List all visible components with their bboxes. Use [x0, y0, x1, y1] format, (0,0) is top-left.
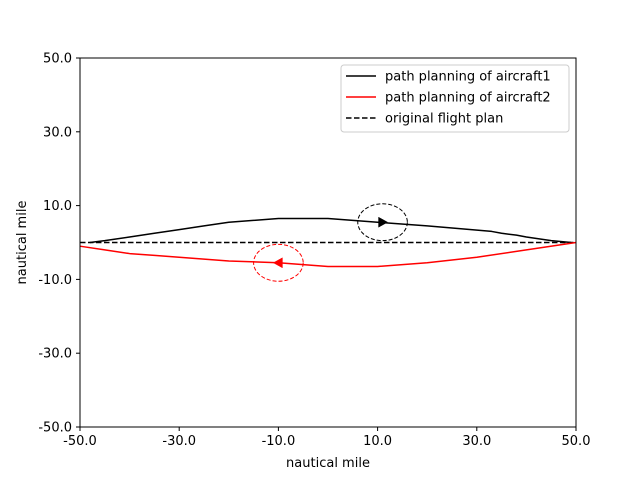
conflict-circle-1 [357, 203, 408, 242]
y-axis: -50.0 -30.0 -10.0 10.0 30.0 50.0 [38, 52, 80, 436]
y-tick-label: -30.0 [38, 347, 72, 362]
y-axis-label: nautical mile [15, 201, 30, 285]
x-tick-label: -10.0 [262, 434, 296, 449]
y-tick-label: -10.0 [38, 273, 72, 288]
x-tick-label: 30.0 [462, 434, 491, 449]
y-tick-label: 30.0 [43, 125, 72, 140]
legend-label-original-plan: original flight plan [385, 112, 503, 127]
y-tick-label: 10.0 [43, 199, 72, 214]
x-axis-label: nautical mile [286, 456, 370, 471]
series-line-2 [79, 241, 577, 268]
axes-frame [79, 57, 577, 428]
plot-area [79, 203, 577, 282]
x-tick-label: 50.0 [562, 434, 591, 449]
series-line-1 [89, 217, 572, 244]
y-tick-label: 50.0 [43, 52, 72, 67]
legend: path planning of aircraft1 path planning… [340, 64, 570, 133]
x-tick-label: -50.0 [63, 434, 97, 449]
x-tick-label: 10.0 [363, 434, 392, 449]
x-axis: -50.0 -30.0 -10.0 10.0 30.0 50.0 [63, 427, 590, 449]
legend-label-aircraft1: path planning of aircraft1 [385, 70, 551, 85]
direction-arrow-4 [272, 257, 283, 269]
direction-arrow-3 [378, 216, 389, 228]
conflict-circle-2 [253, 243, 304, 282]
legend-label-aircraft2: path planning of aircraft2 [385, 91, 551, 106]
legend-box [340, 64, 570, 133]
x-tick-label: -30.0 [162, 434, 196, 449]
y-tick-label: -50.0 [38, 421, 72, 436]
